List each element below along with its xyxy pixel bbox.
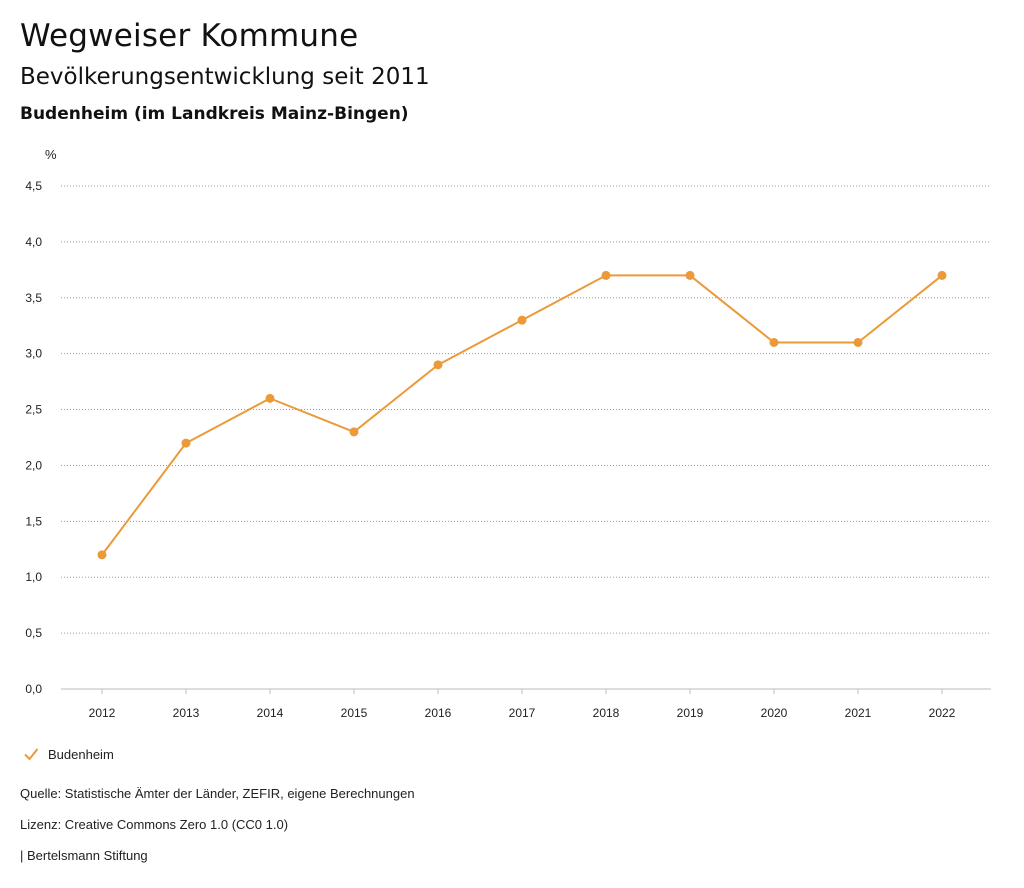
data-point <box>517 315 527 325</box>
y-tick-label: 0,5 <box>25 626 42 640</box>
data-point <box>685 270 695 280</box>
y-axis-unit-label: % <box>45 147 57 162</box>
x-tick-label: 2014 <box>257 706 284 720</box>
check-icon <box>24 748 39 761</box>
data-point <box>181 438 191 448</box>
y-tick-label: 4,5 <box>25 179 42 193</box>
x-tick-label: 2016 <box>425 706 452 720</box>
page-title: Wegweiser Kommune <box>20 18 359 54</box>
x-tick-label: 2017 <box>509 706 536 720</box>
license-note: Lizenz: Creative Commons Zero 1.0 (CC0 1… <box>20 817 289 832</box>
chart-subtitle: Bevölkerungsentwicklung seit 2011 <box>20 64 430 90</box>
y-axis-ticks: 0,0 0,5 1,0 1,5 2,0 2,5 3,0 3,5 4,0 4,5 <box>25 179 42 696</box>
x-tick-label: 2015 <box>341 706 368 720</box>
y-tick-label: 0,0 <box>25 682 42 696</box>
y-tick-label: 2,5 <box>25 403 42 417</box>
x-tick-label: 2019 <box>677 706 704 720</box>
data-point <box>97 550 107 560</box>
legend-label: Budenheim <box>48 746 114 762</box>
x-tick-label: 2013 <box>173 706 200 720</box>
publisher-note: | Bertelsmann Stiftung <box>20 848 148 863</box>
region-label: Budenheim (im Landkreis Mainz-Bingen) <box>20 104 409 124</box>
y-tick-label: 3,0 <box>25 347 42 361</box>
y-tick-label: 4,0 <box>25 235 42 249</box>
data-point <box>769 337 779 347</box>
source-note: Quelle: Statistische Ämter der Länder, Z… <box>20 786 415 801</box>
y-tick-label: 1,5 <box>25 514 42 528</box>
x-tick-label: 2018 <box>593 706 620 720</box>
data-point <box>433 360 443 370</box>
x-tick-label: 2012 <box>89 706 116 720</box>
data-point <box>601 270 611 280</box>
x-tick-label: 2022 <box>929 706 956 720</box>
y-tick-label: 1,0 <box>25 570 42 584</box>
x-tick-label: 2021 <box>845 706 872 720</box>
line-chart: % 0,00,51,01,52,02,53,03,54,04,5 2012 201… <box>25 147 991 720</box>
x-axis-ticks: 2012 2013 2014 2015 2016 2017 2018 2019 2020 2021… <box>89 689 956 720</box>
data-point <box>265 393 275 403</box>
x-tick-label: 2020 <box>761 706 788 720</box>
series-layer <box>97 270 947 560</box>
data-point <box>937 270 947 280</box>
legend[interactable]: Budenheim <box>22 745 114 763</box>
y-tick-label: 3,5 <box>25 291 42 305</box>
data-point <box>853 337 863 347</box>
data-point <box>349 427 359 437</box>
y-tick-label: 2,0 <box>25 458 42 472</box>
grid-lines <box>61 185 991 690</box>
